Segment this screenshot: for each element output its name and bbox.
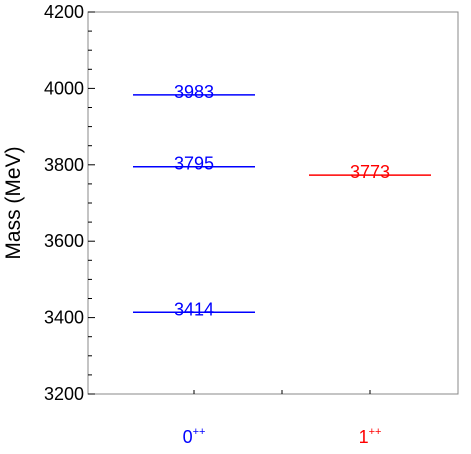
x-ticks bbox=[193, 390, 371, 394]
plot-frame bbox=[87, 11, 459, 395]
y-tick-label: 4200 bbox=[44, 2, 84, 22]
levels: 3983 3795 3414 3773 bbox=[133, 82, 431, 319]
category-label: 1++ bbox=[359, 426, 382, 447]
level-label: 3983 bbox=[174, 82, 214, 102]
y-axis-title: Mass (MeV) bbox=[2, 146, 25, 259]
y-tick-label: 3400 bbox=[44, 308, 84, 328]
level-label: 3773 bbox=[350, 162, 390, 182]
category-label: 0++ bbox=[183, 426, 206, 447]
y-ticks: 3200 3400 3600 3800 4000 4200 bbox=[44, 2, 95, 404]
level-label: 3414 bbox=[174, 299, 214, 319]
y-tick-label: 3600 bbox=[44, 231, 84, 251]
y-tick-label: 4000 bbox=[44, 78, 84, 98]
category-labels: 0++ 1++ bbox=[183, 426, 382, 447]
level-label: 3795 bbox=[174, 154, 214, 174]
y-tick-label: 3800 bbox=[44, 155, 84, 175]
y-tick-label: 3200 bbox=[44, 384, 84, 404]
